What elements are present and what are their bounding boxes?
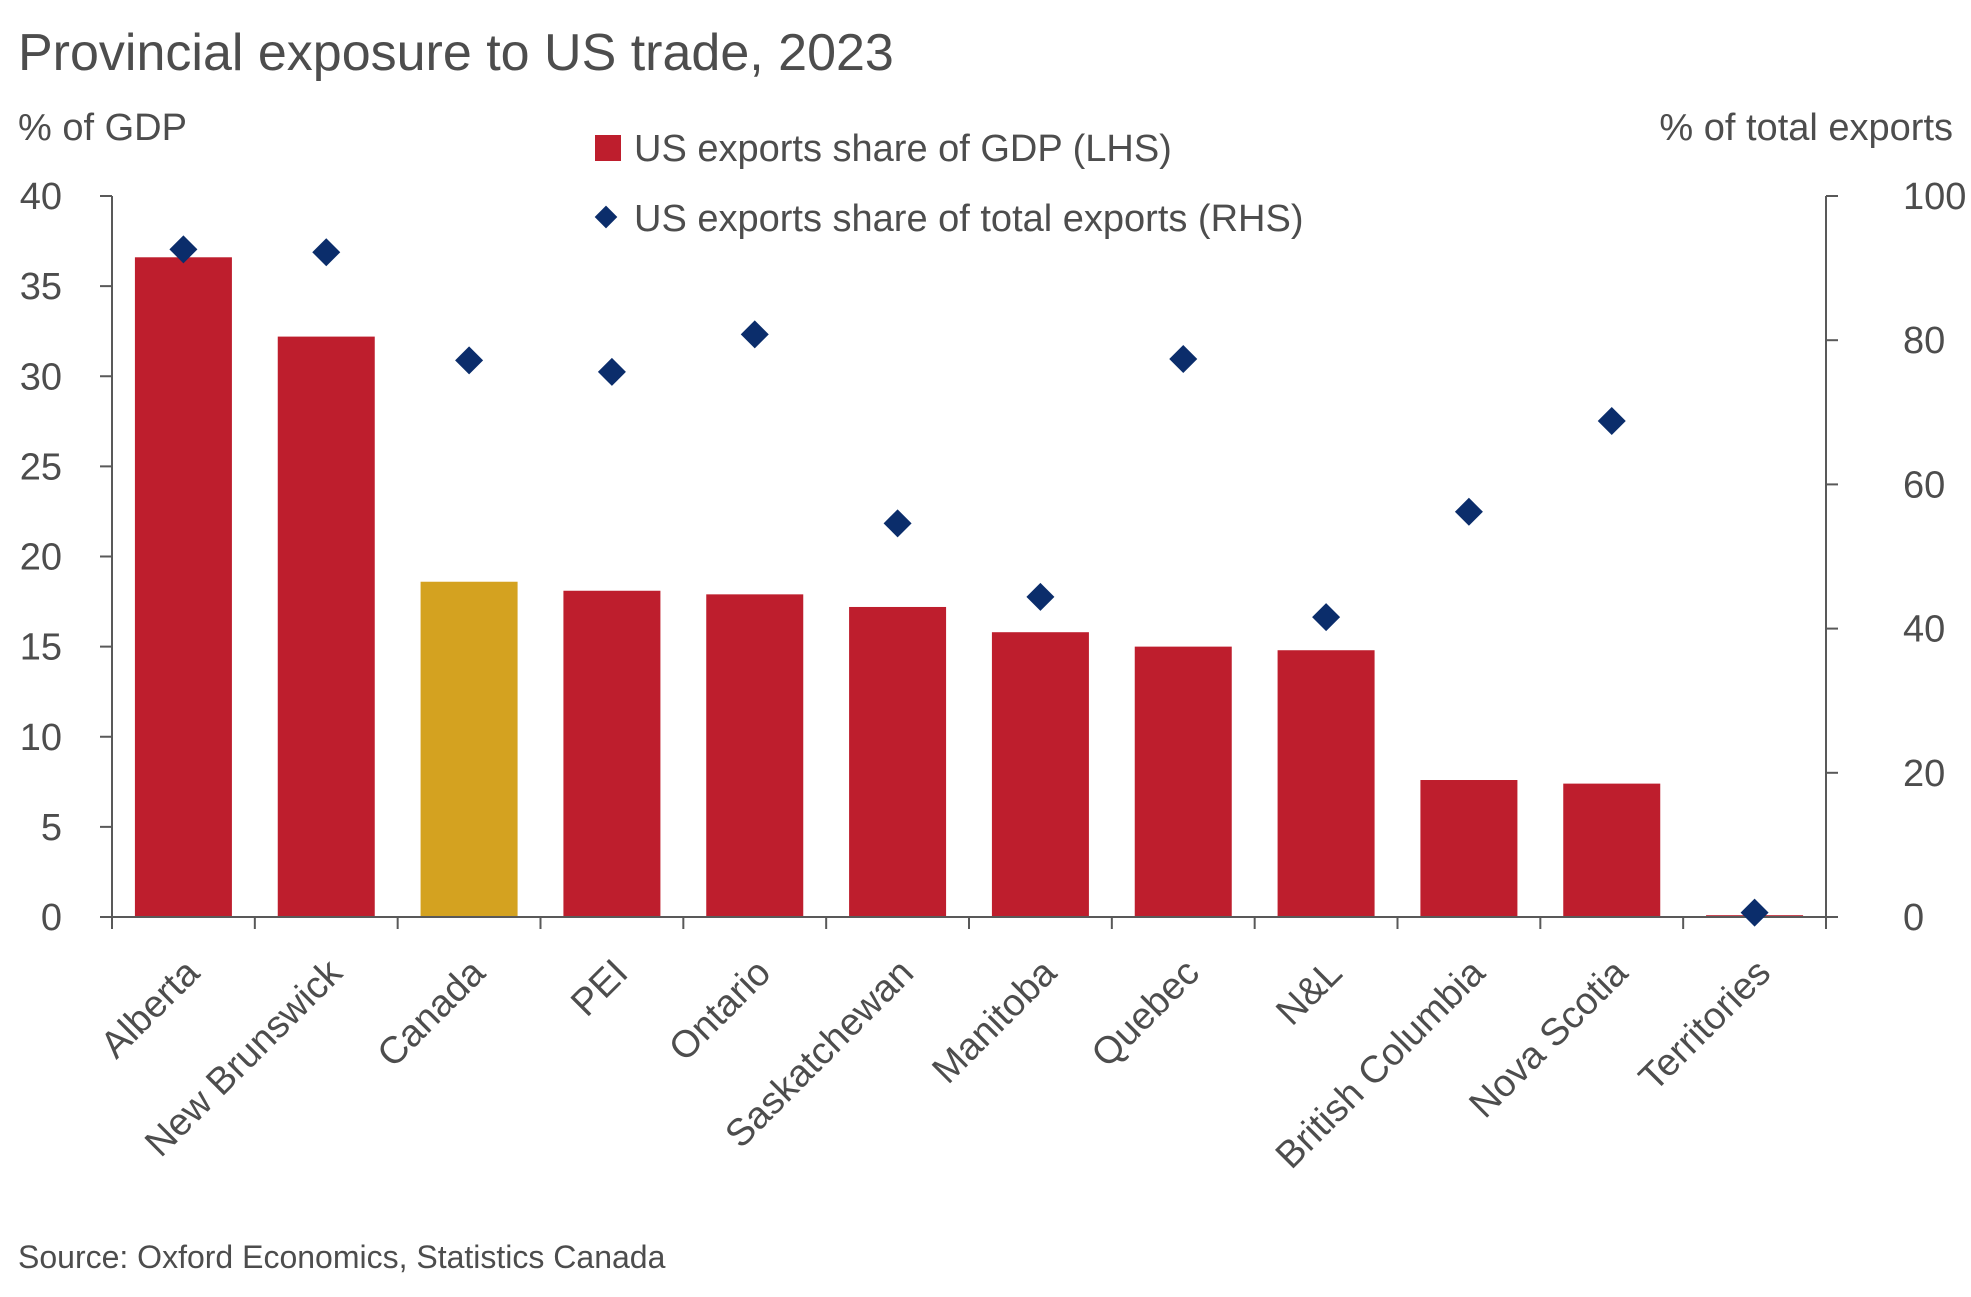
legend-diamond-label: US exports share of total exports (RHS) xyxy=(634,198,1303,240)
diamond-marker xyxy=(1597,406,1626,435)
bar xyxy=(134,257,232,917)
category-label: Territories xyxy=(1631,952,1779,1100)
category-label: Ontario xyxy=(661,952,779,1070)
bar xyxy=(277,336,375,918)
category-label: N&L xyxy=(1268,952,1350,1034)
left-axis-title: % of GDP xyxy=(18,107,187,149)
bar xyxy=(991,632,1089,917)
right-axis-tick-label: 20 xyxy=(1903,753,1945,795)
category-label: Canada xyxy=(370,951,494,1075)
left-axis-tick-label: 25 xyxy=(20,446,62,488)
diamond-marker xyxy=(1026,582,1055,611)
legend-diamond-swatch xyxy=(594,205,618,229)
legend-bar-swatch xyxy=(595,135,621,161)
left-axis-tick-label: 20 xyxy=(20,537,62,579)
left-axis-tick-label: 35 xyxy=(20,266,62,308)
left-axis-tick-label: 15 xyxy=(20,627,62,669)
diamond-marker xyxy=(169,235,198,264)
diamond-marker xyxy=(312,238,341,267)
bar xyxy=(420,581,518,917)
diamond-marker xyxy=(1454,497,1483,526)
diamond-marker xyxy=(883,509,912,538)
left-axis-tick-label: 40 xyxy=(20,176,62,218)
bar xyxy=(1134,646,1232,917)
left-axis-tick-label: 0 xyxy=(41,897,62,939)
left-axis-tick-label: 5 xyxy=(41,807,62,849)
diamond-marker xyxy=(1169,344,1198,373)
right-axis-tick-label: 60 xyxy=(1903,464,1945,506)
diamond-marker xyxy=(1312,603,1341,632)
bar xyxy=(1420,780,1518,917)
chart-title: Provincial exposure to US trade, 2023 xyxy=(18,24,894,82)
source-note: Source: Oxford Economics, Statistics Can… xyxy=(18,1239,666,1275)
legend-bar-label: US exports share of GDP (LHS) xyxy=(634,128,1172,170)
bar xyxy=(849,606,947,917)
right-axis-title: % of total exports xyxy=(1659,107,1953,149)
right-axis-tick-label: 100 xyxy=(1903,176,1966,218)
right-axis-tick-label: 40 xyxy=(1903,609,1945,651)
category-label: Quebec xyxy=(1084,952,1208,1076)
left-axis-tick-label: 30 xyxy=(20,356,62,398)
category-label: Alberta xyxy=(93,951,208,1066)
category-label: Manitoba xyxy=(925,951,1066,1092)
diamond-marker xyxy=(455,346,484,375)
bar xyxy=(706,594,804,917)
bar xyxy=(1277,650,1375,917)
bar xyxy=(1563,783,1661,917)
left-axis-tick-label: 10 xyxy=(20,717,62,759)
diamond-marker xyxy=(597,357,626,386)
diamond-marker xyxy=(740,320,769,349)
diamond-marker xyxy=(1740,898,1769,927)
right-axis-tick-label: 0 xyxy=(1903,897,1924,939)
legend: US exports share of GDP (LHS) US exports… xyxy=(594,128,1303,240)
right-axis-tick-label: 80 xyxy=(1903,320,1945,362)
bar xyxy=(563,590,661,917)
category-label: PEI xyxy=(563,952,636,1025)
